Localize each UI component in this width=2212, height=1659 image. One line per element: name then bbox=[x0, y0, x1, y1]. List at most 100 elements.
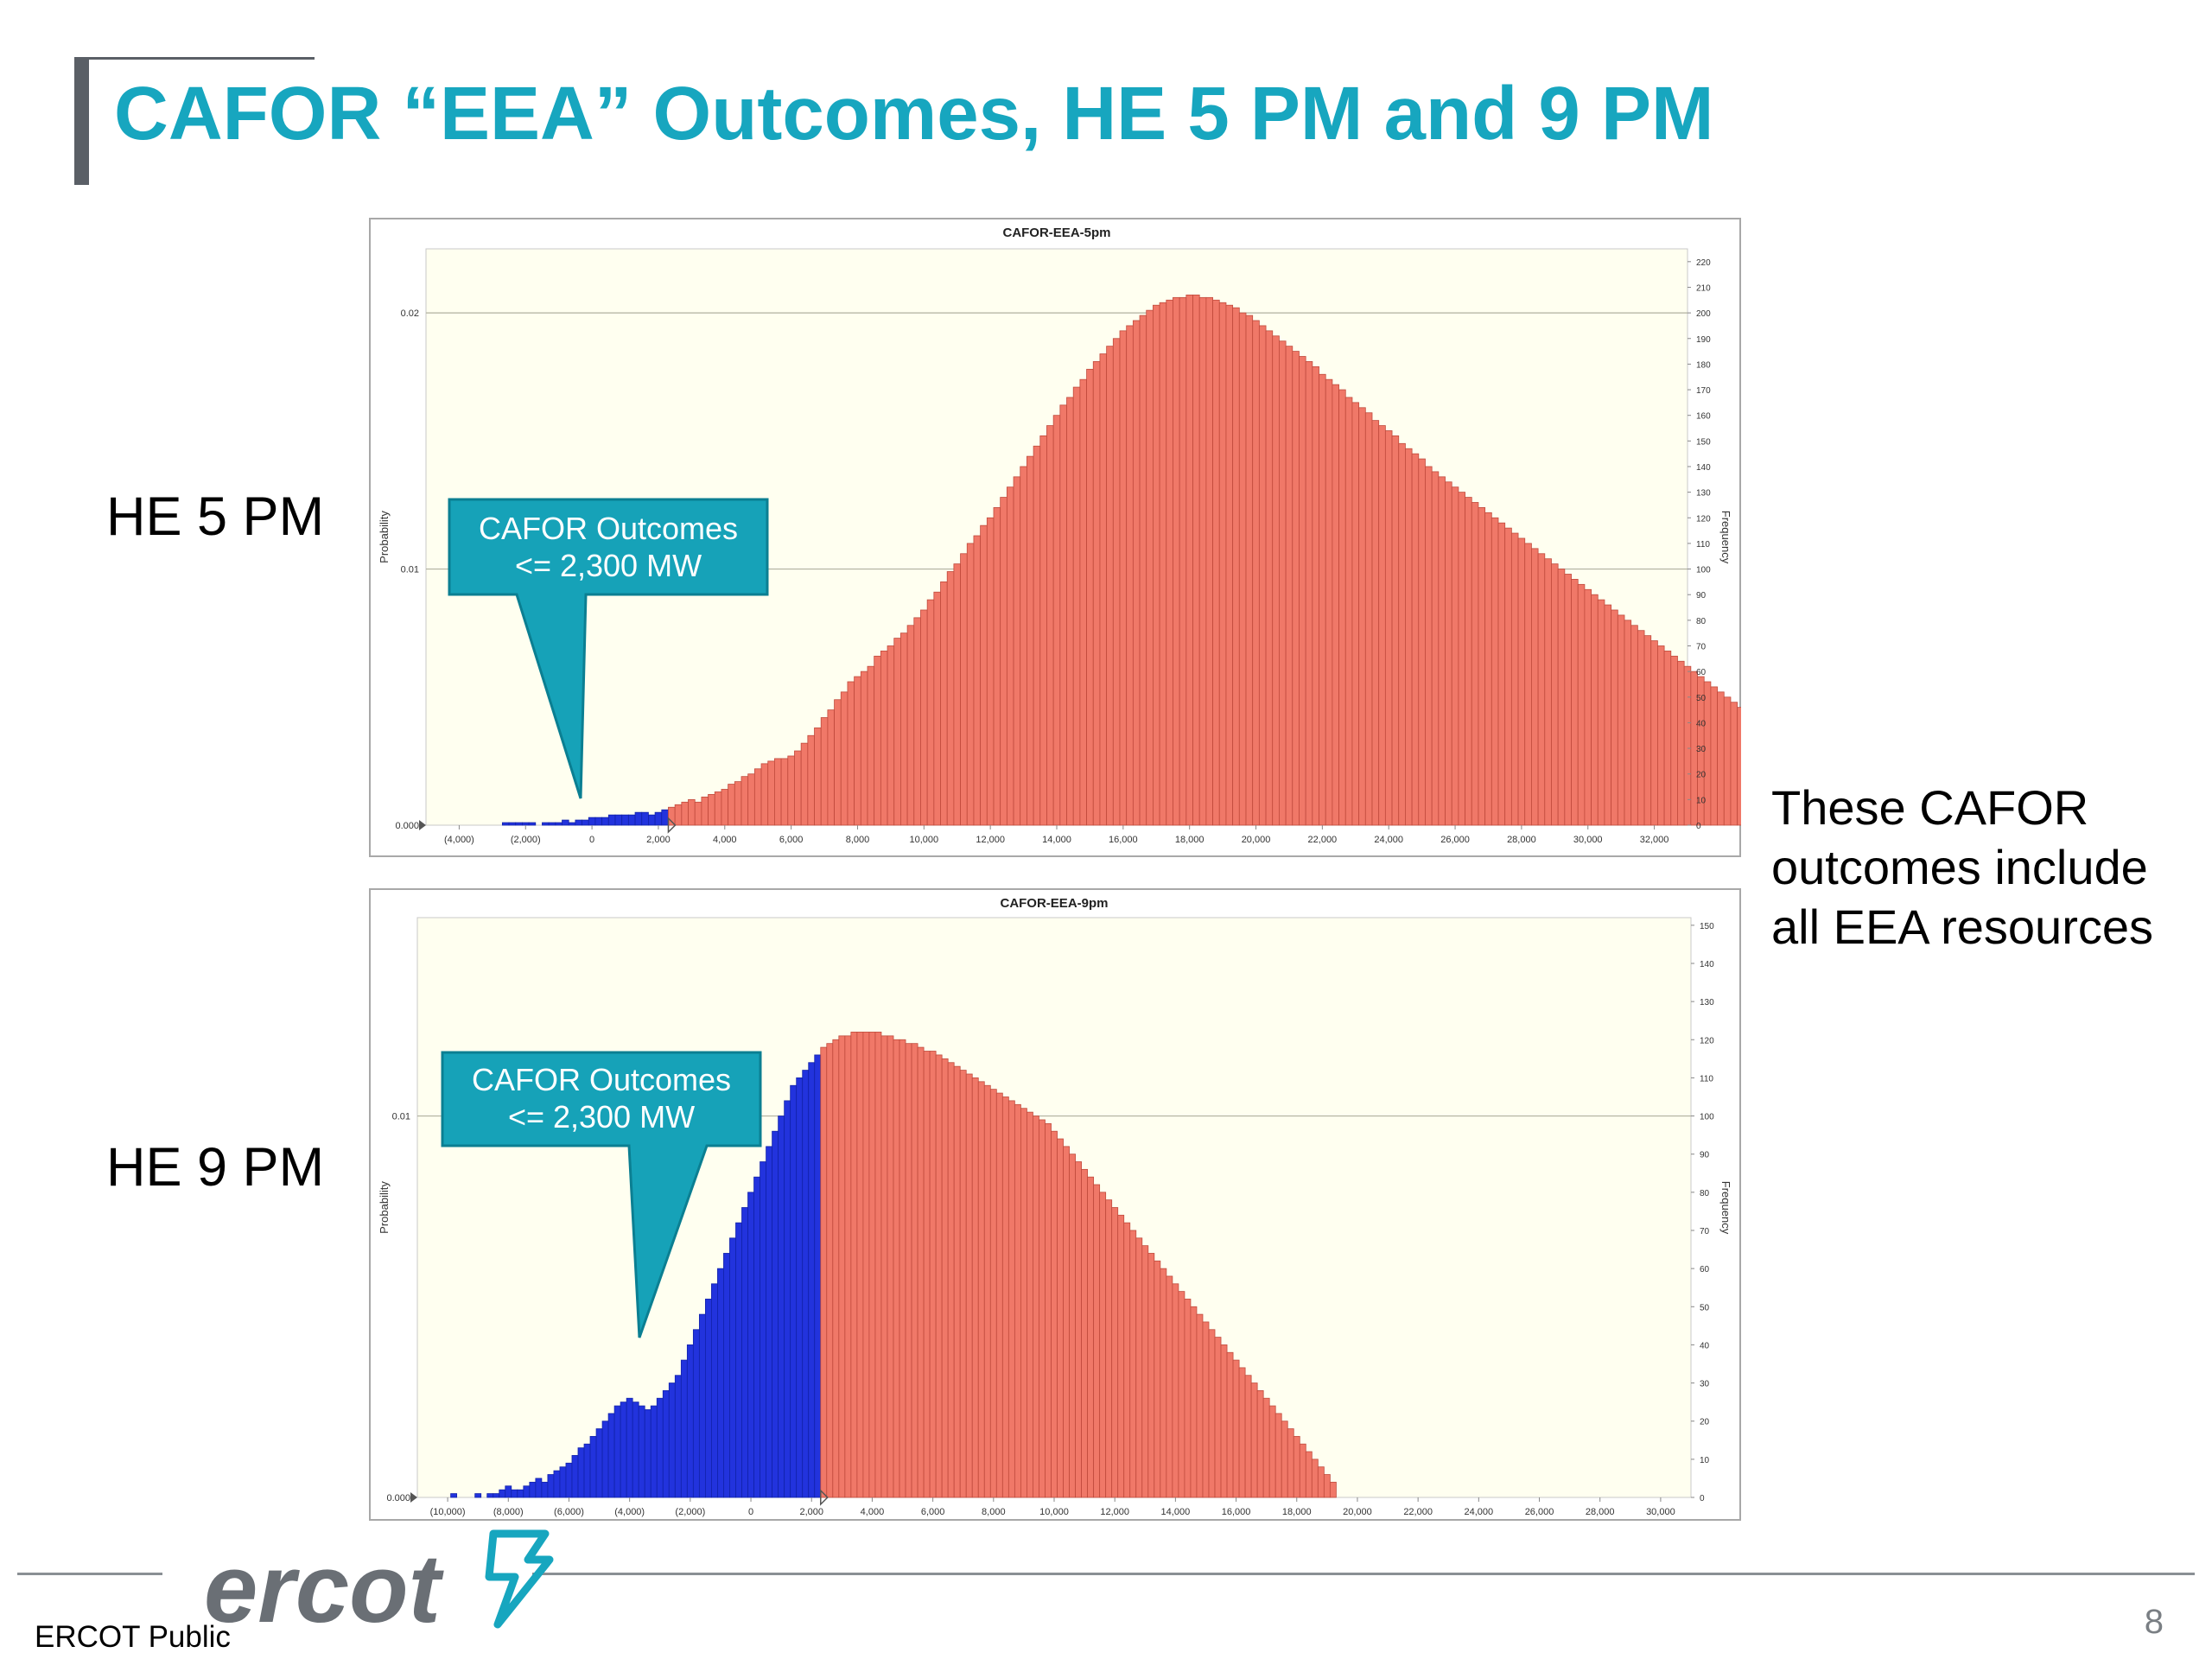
ercot-logo-text: ercot bbox=[204, 1535, 441, 1643]
y2-axis-label: Frequency bbox=[1719, 1181, 1732, 1235]
x-tick-label: 26,000 bbox=[1525, 1507, 1554, 1517]
chart-5pm-svg: CAFOR-EEA-5pm (4,000) (2,000) 0 2,000 4,000 6,… bbox=[369, 218, 1741, 857]
x-tick-label: (6,000) bbox=[554, 1507, 584, 1517]
y2-tick-label: 190 bbox=[1696, 335, 1711, 345]
x-tick-label: 16,000 bbox=[1222, 1507, 1251, 1517]
y-tick-label: 0.01 bbox=[401, 565, 419, 575]
x-tick-label: 28,000 bbox=[1586, 1507, 1615, 1517]
chart-9pm: CAFOR-EEA-9pm (10,000) (8,000) (6,000) (4,00… bbox=[369, 888, 1741, 1521]
y-tick-label: 0.02 bbox=[401, 308, 419, 319]
callout-9pm-shape bbox=[441, 1051, 762, 1338]
x-tick-label: 12,000 bbox=[976, 835, 1005, 845]
y-axis-label: Probability bbox=[378, 1181, 391, 1234]
y2-tick-label: 150 bbox=[1696, 437, 1711, 447]
callout-5pm-shape bbox=[448, 498, 769, 799]
x-tick-label: 8,000 bbox=[846, 835, 870, 845]
left-marker bbox=[419, 820, 426, 830]
x-tick-label: 32,000 bbox=[1640, 835, 1669, 845]
footer-rule-right bbox=[532, 1573, 2195, 1575]
y2-tick-label: 90 bbox=[1700, 1151, 1710, 1160]
chart-9pm-svg: CAFOR-EEA-9pm (10,000) (8,000) (6,000) (4,00… bbox=[369, 888, 1741, 1521]
y-tick-label: 0.000 bbox=[395, 821, 419, 831]
x-tick-label: 14,000 bbox=[1042, 835, 1071, 845]
y2-axis-label: Frequency bbox=[1719, 511, 1732, 564]
x-tick-label: 4,000 bbox=[861, 1507, 885, 1517]
y2-tick-label: 110 bbox=[1700, 1074, 1713, 1084]
y2-tick-label: 80 bbox=[1700, 1189, 1710, 1198]
x-tick-label: 0 bbox=[589, 835, 594, 845]
y2-tick-label: 130 bbox=[1696, 489, 1711, 499]
y2-tick-label: 170 bbox=[1696, 386, 1711, 396]
histogram-bar bbox=[450, 1493, 458, 1498]
y2-tick-label: 40 bbox=[1696, 719, 1707, 728]
y2-tick-label: 100 bbox=[1696, 566, 1711, 575]
x-tick-label: 20,000 bbox=[1343, 1507, 1372, 1517]
x-tick-label: 22,000 bbox=[1403, 1507, 1433, 1517]
x-tick-label: 26,000 bbox=[1440, 835, 1470, 845]
y2-tick-label: 200 bbox=[1696, 309, 1711, 319]
callout-9pm-line2: <= 2,300 MW bbox=[507, 1099, 696, 1135]
ercot-bolt-icon bbox=[485, 1529, 554, 1629]
y2-tick-label: 0 bbox=[1700, 1494, 1705, 1503]
x-tick-label: 22,000 bbox=[1308, 835, 1338, 845]
y2-tick-label: 110 bbox=[1696, 540, 1710, 550]
y-axis-label: Probability bbox=[378, 511, 391, 563]
ercot-logo: ercot bbox=[204, 1525, 554, 1644]
y2-tick-label: 150 bbox=[1700, 922, 1714, 931]
y2-tick-label: 0 bbox=[1696, 822, 1701, 831]
slide-title: CAFOR “EEA” Outcomes, HE 5 PM and 9 PM bbox=[114, 72, 1714, 156]
y2-tick-label: 100 bbox=[1700, 1113, 1714, 1122]
label-he-9pm: HE 9 PM bbox=[106, 1137, 325, 1198]
chart-5pm: CAFOR-EEA-5pm (4,000) (2,000) 0 2,000 4,000 6,… bbox=[369, 218, 1741, 857]
histogram-bar bbox=[474, 1493, 482, 1498]
side-note: These CAFOR outcomes include all EEA res… bbox=[1771, 780, 2153, 954]
y2-tick-label: 210 bbox=[1696, 283, 1711, 293]
page-number: 8 bbox=[2144, 1603, 2164, 1641]
y2-tick-label: 70 bbox=[1696, 642, 1707, 652]
x-tick-label: 10,000 bbox=[909, 835, 938, 845]
y2-tick-label: 30 bbox=[1700, 1380, 1710, 1389]
x-tick-label: 14,000 bbox=[1161, 1507, 1191, 1517]
x-tick-label: 12,000 bbox=[1100, 1507, 1129, 1517]
y2-tick-label: 30 bbox=[1696, 745, 1707, 754]
callout-5pm-line1: CAFOR Outcomes bbox=[478, 511, 739, 546]
label-he-5pm: HE 5 PM bbox=[106, 486, 325, 547]
y-tick-label: 0.01 bbox=[392, 1112, 410, 1122]
callout-9pm-line1: CAFOR Outcomes bbox=[471, 1062, 732, 1097]
y2-tick-label: 120 bbox=[1696, 514, 1711, 524]
x-tick-label: 28,000 bbox=[1507, 835, 1536, 845]
threshold-marker bbox=[820, 1489, 829, 1506]
x-tick-label: 6,000 bbox=[779, 835, 804, 845]
histogram-bar bbox=[1329, 1481, 1337, 1498]
x-tick-label: 18,000 bbox=[1175, 835, 1205, 845]
y2-tick-label: 70 bbox=[1700, 1227, 1710, 1236]
left-marker bbox=[410, 1492, 417, 1503]
x-tick-label: 10,000 bbox=[1039, 1507, 1069, 1517]
y2-tick-label: 50 bbox=[1696, 694, 1707, 703]
y2-tick-label: 160 bbox=[1696, 412, 1711, 422]
chart-title: CAFOR-EEA-5pm bbox=[1002, 226, 1110, 240]
y2-tick-label: 130 bbox=[1700, 998, 1714, 1007]
callout-9pm-text: CAFOR Outcomes <= 2,300 MW bbox=[442, 1061, 760, 1135]
y2-tick-label: 80 bbox=[1696, 617, 1707, 626]
callout-5pm-text: CAFOR Outcomes <= 2,300 MW bbox=[449, 510, 767, 584]
x-tick-label: (2,000) bbox=[675, 1507, 705, 1517]
y2-tick-label: 10 bbox=[1696, 796, 1707, 805]
callout-5pm-line2: <= 2,300 MW bbox=[514, 548, 702, 583]
x-tick-label: 24,000 bbox=[1374, 835, 1403, 845]
y2-tick-label: 10 bbox=[1700, 1456, 1710, 1465]
x-tick-label: 0 bbox=[748, 1507, 753, 1517]
x-tick-label: (10,000) bbox=[430, 1507, 466, 1517]
x-tick-label: 18,000 bbox=[1282, 1507, 1312, 1517]
chart-title: CAFOR-EEA-9pm bbox=[1000, 896, 1108, 911]
y2-tick-label: 90 bbox=[1696, 591, 1707, 601]
y2-tick-label: 220 bbox=[1696, 258, 1711, 268]
x-tick-label: 20,000 bbox=[1242, 835, 1271, 845]
y2-tick-label: 180 bbox=[1696, 360, 1711, 370]
y2-tick-label: 140 bbox=[1696, 463, 1711, 473]
x-tick-label: 16,000 bbox=[1109, 835, 1138, 845]
x-tick-label: (4,000) bbox=[614, 1507, 645, 1517]
y2-tick-label: 50 bbox=[1700, 1303, 1710, 1313]
histogram-bar bbox=[1737, 707, 1741, 826]
